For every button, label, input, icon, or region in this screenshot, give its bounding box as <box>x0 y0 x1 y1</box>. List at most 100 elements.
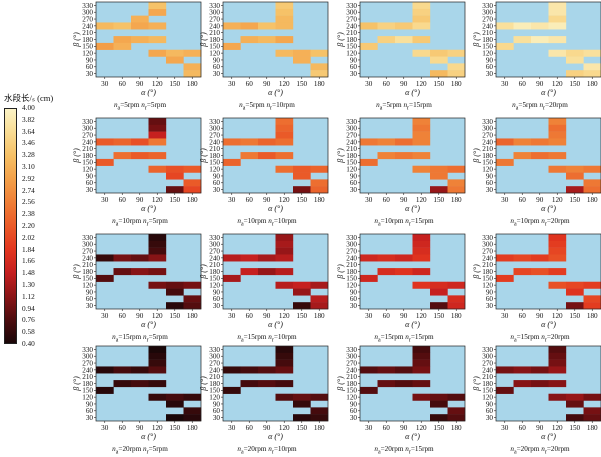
y-tick-label: 210 <box>209 373 220 381</box>
y-tick-label: 180 <box>346 380 357 388</box>
x-tick-label: 150 <box>569 196 580 204</box>
x-tick-label: 180 <box>451 312 462 320</box>
heatmap-cell <box>240 138 259 146</box>
heatmap-cell <box>275 281 294 289</box>
x-tick-label: 60 <box>119 80 127 88</box>
heatmap-cell <box>275 36 294 44</box>
heatmap-cell <box>293 400 311 408</box>
y-tick-label: 330 <box>209 2 220 10</box>
x-tick-label: 90 <box>400 196 408 204</box>
y-tick-label: 240 <box>209 138 220 146</box>
heatmap-cell <box>310 179 329 187</box>
heatmap-cell <box>412 152 431 160</box>
x-tick-label: 60 <box>383 80 391 88</box>
y-tick-label: 180 <box>482 152 493 160</box>
colorbar-legend: 水段长/ₛ (cm) 4.00 3.82 3.64 3.46 3.28 3.10 2.92 2… <box>0 92 60 352</box>
y-tick-label: 150 <box>82 387 93 395</box>
heatmap-cell <box>275 131 294 139</box>
heatmap-cell <box>548 8 567 16</box>
heatmap-cell <box>113 268 132 276</box>
heatmap-cell <box>131 268 149 276</box>
heatmap-cell <box>148 268 167 276</box>
y-tick-label: 210 <box>482 145 493 153</box>
heatmap-cell <box>583 414 601 422</box>
heatmap-cell <box>310 49 329 57</box>
y-axis-title: β (°) <box>72 376 81 392</box>
y-tick-label: 270 <box>82 247 93 255</box>
y-tick-label: 150 <box>346 387 357 395</box>
heatmap-cell <box>377 152 396 160</box>
heatmap-cell <box>566 56 584 64</box>
y-tick-label: 300 <box>82 9 93 17</box>
panel-caption: na=10rpm nr=15rpm <box>374 217 434 228</box>
colorbar-tick-label: 1.48 <box>22 268 35 278</box>
heatmap-cell <box>275 352 294 360</box>
y-axis-title: β (°) <box>472 264 481 280</box>
y-tick-label: 210 <box>346 145 357 153</box>
heatmap-cell <box>166 172 184 180</box>
y-tick-label: 30 <box>350 70 358 78</box>
y-tick-label: 150 <box>482 159 493 167</box>
heatmap-cell <box>113 152 132 160</box>
y-axis-title: β (°) <box>472 32 481 48</box>
y-tick-label: 300 <box>346 353 357 361</box>
heatmap-cell <box>183 393 202 401</box>
x-tick-label: 180 <box>314 312 325 320</box>
heatmap-cell <box>148 131 167 139</box>
x-tick-label: 150 <box>296 312 307 320</box>
heatmap-cell <box>447 295 466 303</box>
heatmap-cell <box>412 15 431 23</box>
x-tick-label: 30 <box>101 424 109 432</box>
panel-caption: na=10rpm nr=20rpm <box>510 217 570 228</box>
heatmap-cell <box>183 186 202 194</box>
heatmap-cell <box>583 63 601 71</box>
y-tick-label: 210 <box>482 373 493 381</box>
colorbar-tick-label: 1.66 <box>22 256 35 266</box>
heatmap-cell <box>513 380 532 388</box>
heatmap-cell <box>113 138 132 146</box>
colorbar-tick-label: 0.94 <box>22 303 35 313</box>
heatmap-cell <box>240 366 259 374</box>
y-tick-label: 150 <box>482 43 493 51</box>
y-tick-label: 240 <box>346 254 357 262</box>
heatmap-cell <box>430 288 448 296</box>
x-tick-label: 30 <box>501 80 509 88</box>
panel-caption: na=10rpm nr=10rpm <box>237 217 297 228</box>
heatmap-cell <box>310 186 329 194</box>
heatmap-cell <box>96 138 114 146</box>
heatmap-cell <box>430 70 448 78</box>
heatmap-cell <box>430 165 448 173</box>
x-axis-title: α (°) <box>268 432 283 441</box>
y-tick-label: 240 <box>482 366 493 374</box>
heatmap-cell <box>113 22 132 30</box>
x-tick-label: 120 <box>152 424 163 432</box>
heatmap-cell <box>583 179 601 187</box>
heatmap-cell <box>275 268 294 276</box>
heatmap-cell <box>566 288 584 296</box>
x-tick-label: 120 <box>152 312 163 320</box>
heatmap-cell <box>430 172 448 180</box>
x-tick-label: 60 <box>383 312 391 320</box>
y-tick-label: 300 <box>82 353 93 361</box>
heatmap-cell <box>447 302 466 310</box>
heatmap-cell <box>531 380 549 388</box>
heatmap-cell <box>275 393 294 401</box>
heatmap-cell <box>513 366 532 374</box>
x-tick-label: 60 <box>519 312 527 320</box>
heatmap-cell <box>148 240 167 248</box>
heatmap-cell <box>548 124 567 132</box>
y-tick-label: 210 <box>482 29 493 37</box>
y-tick-label: 30 <box>486 186 494 194</box>
heatmap-panel: 30 60 90 120 150 180 210 240 270 300 330 30 60 90 120 1… <box>197 0 337 112</box>
heatmap-cell <box>183 414 202 422</box>
y-tick-label: 30 <box>350 302 358 310</box>
y-tick-label: 30 <box>350 186 358 194</box>
heatmap-cell <box>183 295 202 303</box>
heatmap-cell <box>412 240 431 248</box>
heatmap-cell <box>96 366 114 374</box>
heatmap-cell <box>223 158 241 166</box>
heatmap-cell <box>275 234 294 242</box>
heatmap-cell <box>548 49 567 57</box>
